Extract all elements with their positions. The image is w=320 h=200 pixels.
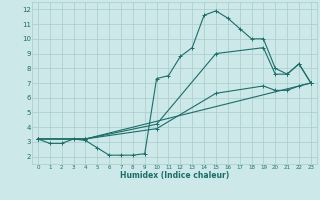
- X-axis label: Humidex (Indice chaleur): Humidex (Indice chaleur): [120, 171, 229, 180]
